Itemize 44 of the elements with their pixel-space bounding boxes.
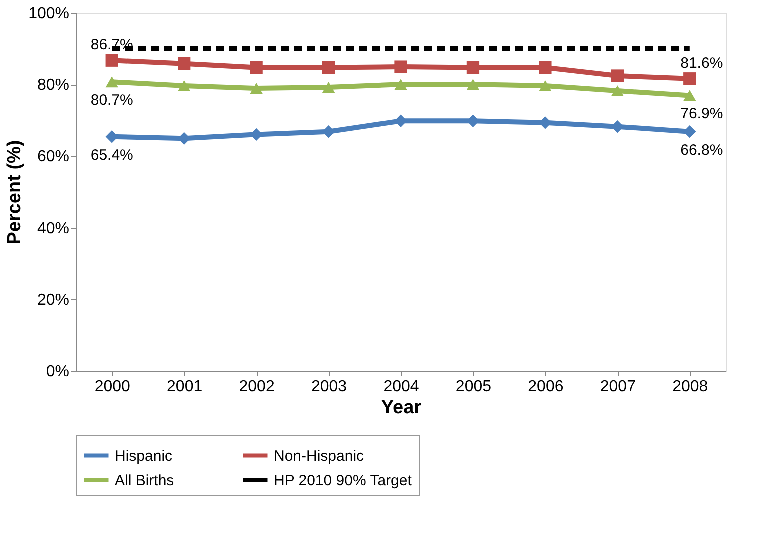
legend-label: Hispanic: [115, 448, 174, 465]
x-tick-label: 2003: [311, 378, 348, 396]
x-tick-label: 2005: [456, 378, 492, 396]
point: [106, 54, 118, 67]
point: [611, 86, 624, 97]
point: [684, 72, 696, 86]
point: [539, 80, 552, 92]
y-tick-label: 40%: [37, 220, 70, 238]
point: [539, 61, 552, 74]
point: [611, 70, 624, 82]
x-tick-label: 2007: [600, 378, 636, 396]
data-label: 81.6%: [680, 54, 724, 72]
data-label: 66.8%: [680, 142, 724, 159]
point: [322, 61, 336, 74]
point: [466, 79, 480, 90]
legend-label: All Births: [115, 472, 174, 490]
y-tick-label: 60%: [37, 148, 70, 166]
data-label: 76.9%: [680, 106, 724, 123]
x-tick-label: 2006: [528, 378, 564, 396]
point: [684, 90, 696, 102]
point: [250, 83, 263, 94]
x-tick-label: 2000: [94, 378, 131, 396]
y-tick-label: 20%: [37, 292, 70, 309]
point: [394, 79, 408, 90]
x-axis-title: Year: [381, 398, 422, 418]
y-axis-title: Percent (%): [4, 140, 26, 245]
x-tick-label: 2001: [167, 378, 203, 396]
point: [106, 76, 118, 88]
y-tick-label: 80%: [37, 77, 70, 94]
point: [178, 58, 191, 70]
point: [466, 61, 480, 74]
y-tick-label: 100%: [28, 6, 70, 22]
point: [394, 60, 408, 74]
y-tick-label: 0%: [46, 364, 70, 380]
point: [178, 80, 191, 92]
x-tick-label: 2002: [239, 378, 275, 396]
data-label: 80.7%: [90, 92, 134, 110]
x-tick-label: 2004: [384, 378, 420, 396]
point: [250, 61, 263, 74]
point: [322, 82, 336, 93]
data-label: 65.4%: [90, 146, 134, 164]
legend-label: Non-Hispanic: [274, 448, 365, 465]
x-tick-label: 2008: [672, 378, 708, 396]
legend-label: HP 2010 90% Target: [274, 472, 413, 490]
